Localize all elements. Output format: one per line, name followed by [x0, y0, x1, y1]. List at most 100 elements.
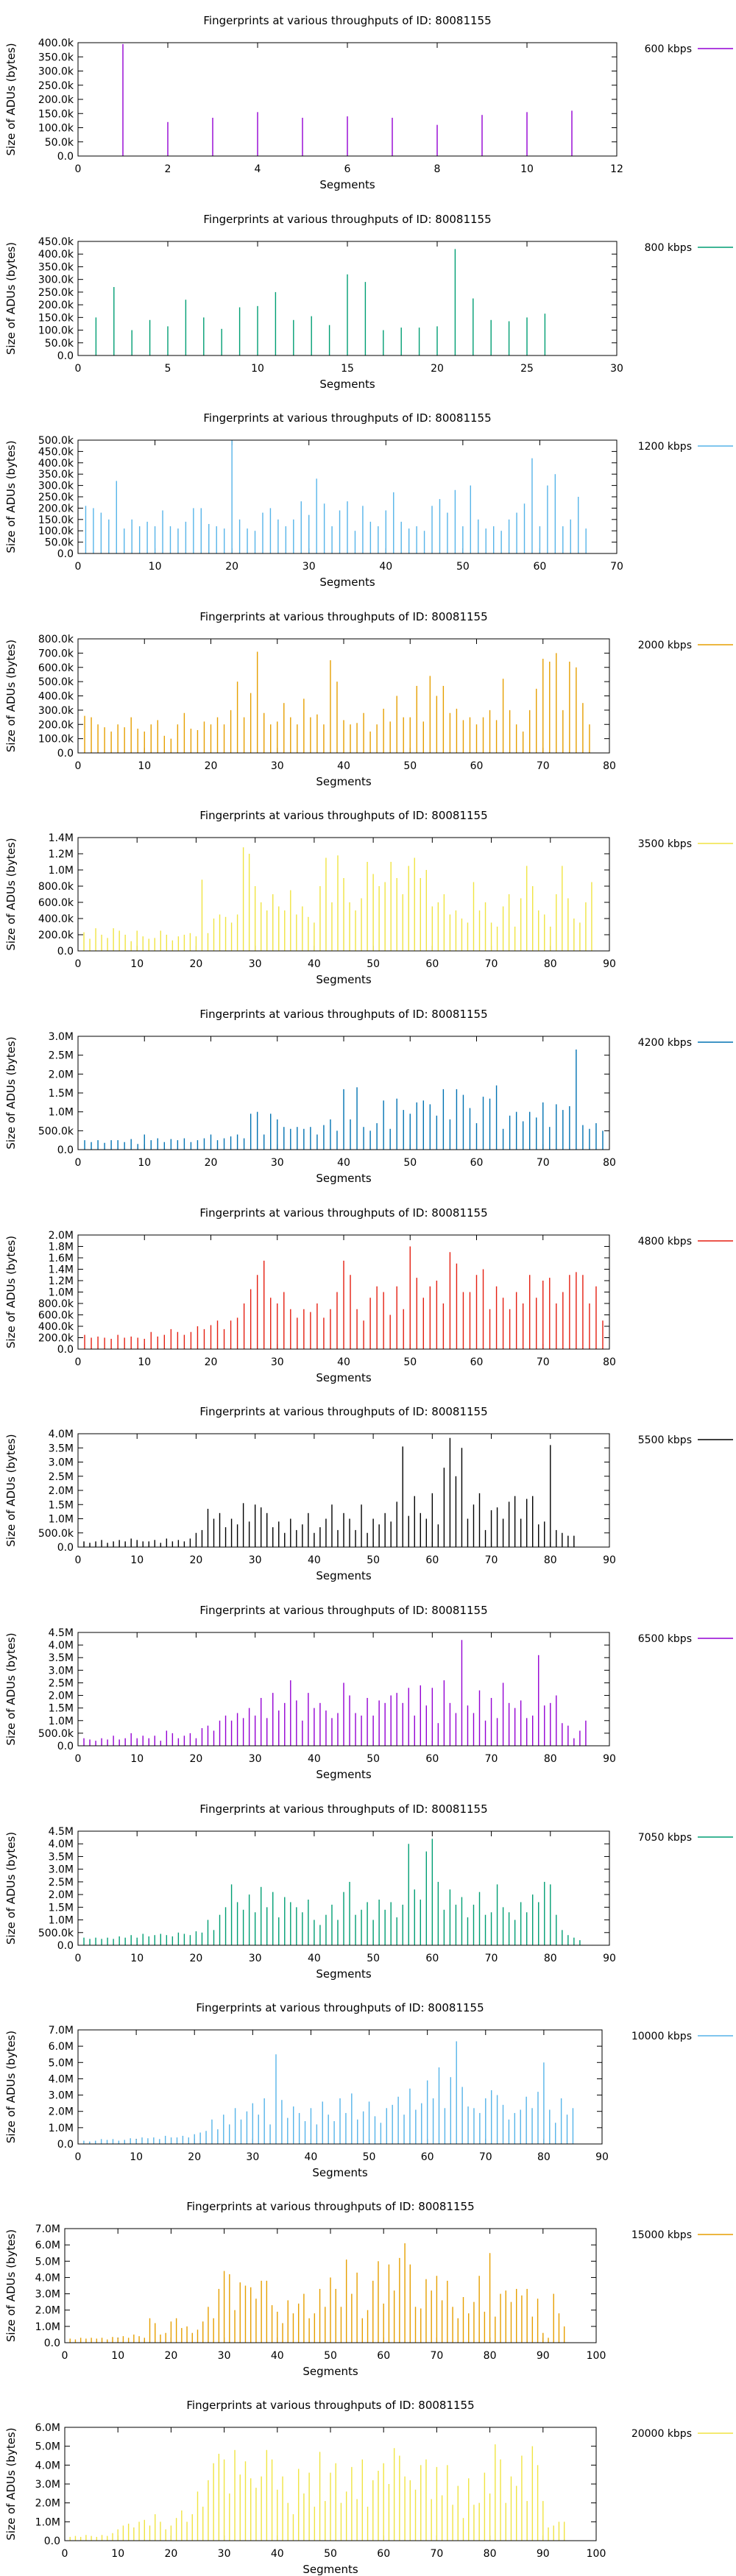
y-axis-label: Size of ADUs (bytes) [4, 43, 18, 155]
y-tick-label: 350.0k [38, 52, 74, 63]
y-tick-label: 6.0M [49, 2041, 74, 2053]
x-tick-label: 2 [165, 163, 171, 175]
x-tick-label: 40 [337, 1356, 350, 1368]
x-tick-label: 50 [367, 1554, 380, 1566]
y-tick-label: 200.0k [38, 719, 74, 731]
chart-title: Fingerprints at various throughputs of I… [199, 1604, 487, 1617]
y-axis-label: Size of ADUs (bytes) [4, 1236, 18, 1348]
y-tick-label: 4.0M [35, 2272, 60, 2284]
plot-frame [64, 2228, 597, 2343]
y-tick-label: 4.0M [49, 2073, 74, 2085]
y-tick-label: 1.0M [49, 1915, 74, 1927]
y-tick-label: 5.0M [49, 2057, 74, 2069]
y-tick-label: 450.0k [38, 236, 74, 248]
legend-label: 4800 kbps [638, 1236, 692, 1248]
x-tick-label: 30 [218, 2548, 231, 2560]
x-tick-label: 70 [479, 2151, 492, 2163]
y-tick-label: 150.0k [38, 312, 74, 324]
x-tick-label: 10 [138, 760, 151, 772]
y-tick-label: 350.0k [38, 469, 74, 481]
y-tick-label: 5.0M [35, 2441, 60, 2453]
y-tick-label: 3.5M [49, 1652, 74, 1664]
plot-frame [77, 1632, 610, 1747]
x-axis-label: Segments [316, 1768, 372, 1781]
x-tick-label: 30 [249, 1753, 262, 1765]
x-axis-label: Segments [319, 378, 375, 391]
y-tick-label: 4.0M [49, 1839, 74, 1850]
plot-frame [77, 638, 610, 754]
x-tick-label: 80 [603, 1356, 616, 1368]
y-tick-label: 1.5M [49, 1088, 74, 1100]
y-tick-label: 450.0k [38, 446, 74, 458]
y-tick-label: 1.4M [49, 1264, 74, 1276]
x-tick-label: 30 [249, 958, 262, 970]
y-tick-label: 2.0M [49, 1889, 74, 1901]
y-tick-label: 1.5M [49, 1703, 74, 1715]
x-tick-label: 0 [75, 1157, 82, 1169]
y-tick-label: 100.0k [38, 734, 74, 746]
x-axis-label: Segments [302, 2365, 358, 2378]
y-tick-label: 3.5M [49, 1443, 74, 1454]
x-tick-label: 0 [62, 2350, 68, 2362]
x-tick-label: 70 [485, 1753, 498, 1765]
x-tick-label: 90 [595, 2151, 609, 2163]
x-tick-label: 40 [308, 1554, 321, 1566]
y-tick-label: 600.0k [38, 897, 74, 909]
y-tick-label: 0.0 [57, 748, 74, 760]
chart-title: Fingerprints at various throughputs of I… [199, 610, 487, 623]
plot-frame [77, 2029, 603, 2145]
x-axis-label: Segments [302, 2563, 358, 2576]
y-tick-label: 350.0k [38, 261, 74, 273]
y-tick-label: 400.0k [38, 38, 74, 49]
y-axis-label: Size of ADUs (bytes) [4, 1632, 18, 1745]
chart-panel-2: Fingerprints at various throughputs of I… [4, 411, 733, 589]
x-tick-label: 0 [62, 2548, 68, 2560]
chart-title: Fingerprints at various throughputs of I… [203, 14, 491, 27]
chart-title: Fingerprints at various throughputs of I… [199, 1405, 487, 1418]
plot-frame [77, 1234, 610, 1350]
x-tick-label: 25 [520, 363, 534, 375]
x-tick-label: 70 [485, 958, 498, 970]
x-tick-label: 0 [75, 363, 82, 375]
y-tick-label: 50.0k [45, 338, 74, 350]
x-tick-label: 40 [379, 561, 392, 573]
legend-label: 6500 kbps [638, 1633, 692, 1645]
y-tick-label: 4.0M [49, 1640, 74, 1652]
x-axis-label: Segments [319, 576, 375, 589]
x-tick-label: 10 [111, 2548, 124, 2560]
y-tick-label: 0.0 [57, 548, 74, 560]
y-tick-label: 1.5M [49, 1499, 74, 1511]
y-tick-label: 100.0k [38, 325, 74, 337]
x-tick-label: 40 [308, 1753, 321, 1765]
x-tick-label: 70 [430, 2548, 443, 2560]
x-axis-label: Segments [316, 775, 372, 788]
x-tick-label: 60 [425, 1554, 439, 1566]
x-tick-label: 20 [205, 1356, 218, 1368]
x-axis-label: Segments [316, 1967, 372, 1981]
y-axis-label: Size of ADUs (bytes) [4, 2229, 18, 2342]
x-tick-label: 40 [271, 2548, 284, 2560]
y-tick-label: 500.0k [38, 1728, 74, 1740]
x-tick-label: 12 [610, 163, 623, 175]
y-tick-label: 400.0k [38, 691, 74, 703]
x-tick-label: 60 [425, 1753, 439, 1765]
x-tick-label: 10 [149, 561, 162, 573]
plot-frame [77, 42, 618, 157]
chart-panel-12: Fingerprints at various throughputs of I… [4, 2399, 733, 2576]
x-tick-label: 80 [484, 2548, 497, 2560]
plot-frame [77, 837, 610, 952]
chart-title: Fingerprints at various throughputs of I… [196, 2001, 484, 2014]
y-axis-label: Size of ADUs (bytes) [4, 838, 18, 950]
y-tick-label: 100.0k [38, 526, 74, 537]
x-tick-label: 70 [485, 1953, 498, 1964]
legend-label: 600 kbps [645, 43, 692, 55]
x-axis-label: Segments [316, 973, 372, 986]
y-tick-label: 3.0M [49, 1031, 74, 1043]
plot-frame [77, 1830, 610, 1946]
y-tick-label: 2.0M [49, 1691, 74, 1702]
y-tick-label: 0.0 [44, 2338, 60, 2349]
y-tick-label: 500.0k [38, 1125, 74, 1137]
y-tick-label: 7.0M [49, 2025, 74, 2037]
x-tick-label: 90 [603, 1953, 616, 1964]
x-tick-label: 8 [434, 163, 441, 175]
